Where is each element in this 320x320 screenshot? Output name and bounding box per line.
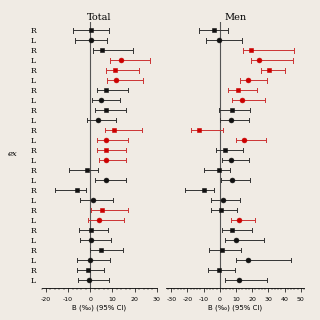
X-axis label: B (‰) (95% CI): B (‰) (95% CI) xyxy=(72,305,126,311)
X-axis label: B (‰) (95% CI): B (‰) (95% CI) xyxy=(208,305,262,311)
Title: Men: Men xyxy=(224,12,246,22)
Title: Total: Total xyxy=(87,12,111,22)
Text: ex: ex xyxy=(8,149,18,157)
